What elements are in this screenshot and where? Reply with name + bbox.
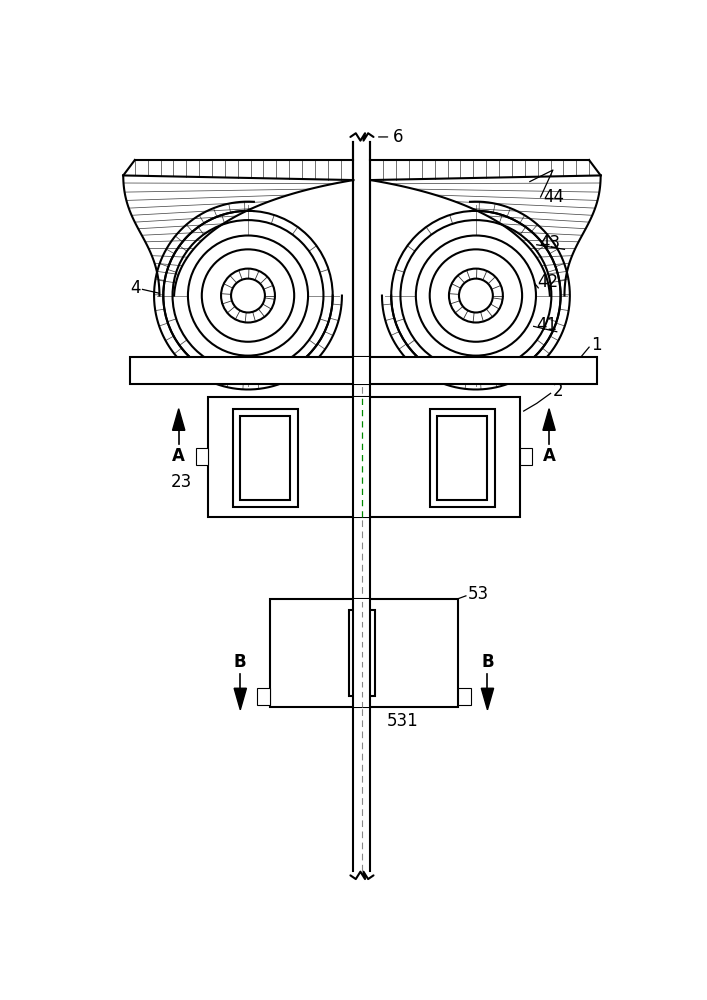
Text: 41: 41 bbox=[536, 316, 557, 334]
Text: 1: 1 bbox=[592, 336, 602, 354]
Circle shape bbox=[221, 269, 275, 323]
Bar bbox=[196, 448, 208, 465]
Text: 53: 53 bbox=[468, 585, 489, 603]
Text: 531: 531 bbox=[387, 712, 419, 730]
Text: B: B bbox=[234, 653, 247, 671]
Text: 24: 24 bbox=[462, 467, 483, 485]
Circle shape bbox=[188, 235, 308, 356]
Text: 4: 4 bbox=[130, 279, 141, 297]
Text: B: B bbox=[481, 653, 493, 671]
Bar bbox=[430, 409, 495, 507]
Polygon shape bbox=[543, 409, 555, 430]
Polygon shape bbox=[173, 409, 185, 430]
Bar bbox=[354, 357, 370, 384]
Text: 6: 6 bbox=[393, 128, 403, 146]
Bar bbox=[130, 357, 597, 384]
Text: A: A bbox=[173, 447, 185, 465]
Text: 23: 23 bbox=[171, 473, 192, 491]
Bar bbox=[354, 397, 370, 517]
Bar bbox=[269, 599, 458, 707]
Bar bbox=[458, 688, 471, 705]
Text: 42: 42 bbox=[537, 273, 559, 291]
Circle shape bbox=[416, 235, 536, 356]
Polygon shape bbox=[481, 688, 493, 710]
Bar bbox=[349, 610, 375, 696]
Circle shape bbox=[231, 279, 265, 312]
Circle shape bbox=[449, 269, 503, 323]
Text: 43: 43 bbox=[539, 234, 560, 252]
Text: 2: 2 bbox=[553, 382, 563, 400]
Bar bbox=[240, 416, 291, 500]
Bar bbox=[233, 409, 298, 507]
Circle shape bbox=[459, 279, 493, 312]
Bar bbox=[354, 599, 370, 707]
Text: 44: 44 bbox=[543, 188, 564, 206]
Bar bbox=[354, 142, 370, 359]
Bar bbox=[208, 397, 520, 517]
Text: A: A bbox=[543, 447, 556, 465]
Bar bbox=[438, 416, 487, 500]
Bar bbox=[520, 448, 532, 465]
Bar bbox=[257, 688, 269, 705]
Polygon shape bbox=[234, 688, 247, 710]
